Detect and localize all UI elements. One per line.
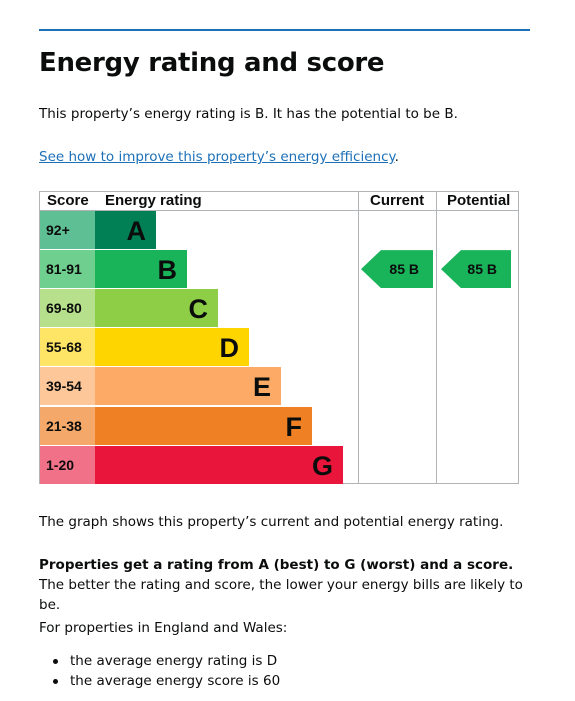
rating-band-c: C: [95, 289, 218, 328]
potential-column-border: [436, 191, 437, 484]
current-column-border: [358, 191, 359, 484]
chart-header-border: [39, 210, 519, 211]
score-range-g: 1-20: [40, 445, 95, 484]
rating-explanation-bold: Properties get a rating from A (best) to…: [39, 557, 514, 573]
improve-efficiency-link[interactable]: See how to improve this property’s energ…: [39, 149, 395, 165]
energy-rating-chart: Score Energy rating Current Potential 92…: [39, 191, 519, 484]
current-header: Current: [370, 192, 425, 209]
improve-paragraph: See how to improve this property’s energ…: [39, 147, 399, 167]
score-range-f: 21-38: [40, 406, 95, 445]
list-item: the average energy rating is D: [39, 651, 280, 671]
chart-top-border: [39, 191, 519, 192]
rating-explanation: Properties get a rating from A (best) to…: [39, 555, 524, 615]
score-range-a: 92+: [40, 211, 95, 249]
score-range-e: 39-54: [40, 367, 95, 406]
current-rating-arrow: 85 B: [361, 250, 433, 289]
rating-band-f: F: [95, 406, 312, 445]
top-rule: [39, 29, 530, 31]
potential-rating-arrow: 85 B: [441, 250, 511, 289]
score-header: Score: [47, 192, 89, 209]
list-item: the average energy score is 60: [39, 671, 280, 691]
score-range-b: 81-91: [40, 250, 95, 289]
potential-header: Potential: [447, 192, 511, 209]
score-range-d: 55-68: [40, 328, 95, 367]
chart-left-border: [39, 191, 40, 484]
graph-caption: The graph shows this property’s current …: [39, 514, 504, 530]
rating-band-d: D: [95, 328, 249, 367]
rating-band-e: E: [95, 367, 281, 406]
rating-band-g: G: [95, 445, 343, 484]
averages-list: the average energy rating is D the avera…: [39, 651, 280, 691]
score-range-c: 69-80: [40, 289, 95, 328]
rating-band-b: B: [95, 250, 187, 289]
link-suffix: .: [394, 149, 399, 165]
chart-right-border: [518, 191, 519, 484]
rating-explanation-rest: The better the rating and score, the low…: [39, 577, 523, 613]
england-wales-intro: For properties in England and Wales:: [39, 620, 288, 636]
energy-rating-header: Energy rating: [105, 192, 202, 209]
rating-intro: This property’s energy rating is B. It h…: [39, 106, 458, 122]
page-title: Energy rating and score: [39, 48, 385, 78]
rating-band-a: A: [95, 211, 156, 249]
